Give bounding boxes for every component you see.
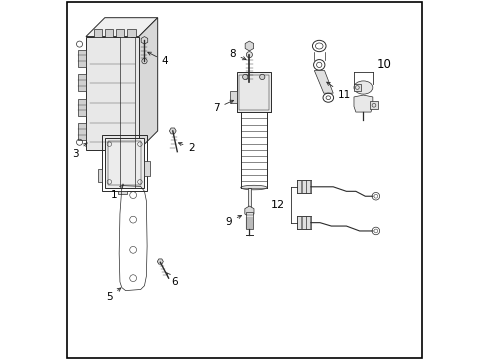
Polygon shape	[86, 18, 157, 37]
Polygon shape	[78, 99, 86, 116]
Bar	[353, 84, 360, 91]
Bar	[306, 216, 309, 229]
Text: 12: 12	[270, 199, 284, 210]
Bar	[237, 72, 270, 112]
Bar	[301, 216, 305, 229]
Circle shape	[246, 51, 252, 58]
Polygon shape	[127, 29, 136, 37]
Bar	[239, 75, 268, 110]
Text: 8: 8	[229, 49, 245, 60]
Text: 10: 10	[376, 58, 391, 71]
Bar	[301, 180, 305, 193]
Bar	[247, 188, 251, 210]
Bar	[144, 161, 150, 176]
Bar	[98, 169, 102, 182]
Bar	[297, 216, 301, 229]
Polygon shape	[314, 71, 332, 93]
Ellipse shape	[240, 185, 266, 190]
Bar	[104, 139, 144, 188]
Text: 1: 1	[111, 185, 123, 200]
Text: 7: 7	[212, 100, 233, 113]
Polygon shape	[244, 206, 253, 217]
Ellipse shape	[353, 81, 372, 94]
Bar	[297, 180, 301, 193]
Bar	[108, 141, 141, 185]
Bar	[245, 212, 253, 229]
Text: 2: 2	[178, 143, 195, 153]
Polygon shape	[86, 37, 139, 150]
Polygon shape	[104, 29, 113, 37]
Text: 11: 11	[326, 82, 350, 100]
Bar	[67, 3, 421, 357]
Polygon shape	[169, 128, 176, 134]
Polygon shape	[116, 29, 124, 37]
Text: 4: 4	[147, 52, 168, 66]
Text: 9: 9	[225, 215, 241, 226]
Polygon shape	[93, 29, 102, 37]
Polygon shape	[353, 95, 372, 112]
Text: 6: 6	[166, 273, 178, 287]
Text: 3: 3	[72, 143, 87, 158]
Bar	[306, 180, 309, 193]
Text: 5: 5	[106, 288, 121, 302]
Circle shape	[259, 74, 264, 80]
Polygon shape	[78, 74, 86, 91]
Circle shape	[242, 74, 247, 80]
Polygon shape	[141, 37, 147, 44]
Circle shape	[142, 58, 147, 64]
Polygon shape	[78, 50, 86, 67]
Polygon shape	[78, 123, 86, 140]
Polygon shape	[157, 259, 163, 264]
Polygon shape	[230, 91, 237, 103]
Bar	[369, 102, 377, 109]
Polygon shape	[244, 41, 253, 51]
Bar	[118, 190, 127, 194]
Polygon shape	[139, 18, 157, 150]
